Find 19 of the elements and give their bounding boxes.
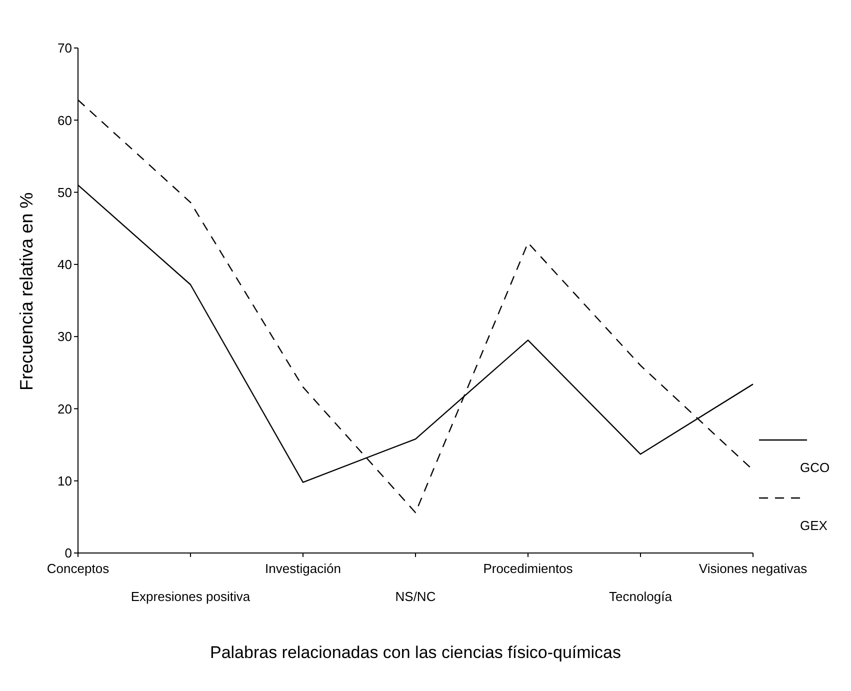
y-tick-label: 60: [58, 112, 72, 128]
y-tick-label: 50: [58, 184, 72, 200]
y-axis-title: Frecuencia relativa en %: [16, 192, 36, 390]
y-tick-label: 10: [58, 473, 72, 488]
y-tick-label: 40: [58, 257, 72, 272]
text: GEX: [800, 518, 828, 533]
y-tick-label: 30: [58, 329, 72, 344]
x-tick-label: Conceptos: [46, 561, 110, 576]
x-axis-title: Palabras relacionadas con las ciencias físico-químicas: [210, 643, 622, 662]
x-tick-label: Expresiones positiva: [130, 589, 251, 604]
x-tick-label: Procedimientos: [483, 561, 574, 576]
y-tick-label: 20: [58, 401, 72, 416]
x-tick-label: Tecnología: [609, 589, 673, 604]
text: GCO: [800, 460, 830, 475]
x-tick-label: NS/NC: [395, 589, 436, 604]
x-tick-label: Investigación: [265, 561, 341, 576]
x-tick-label: Visiones negativas: [698, 561, 808, 576]
y-tick-label: 0: [64, 546, 72, 561]
y-tick-label: 70: [58, 40, 72, 56]
